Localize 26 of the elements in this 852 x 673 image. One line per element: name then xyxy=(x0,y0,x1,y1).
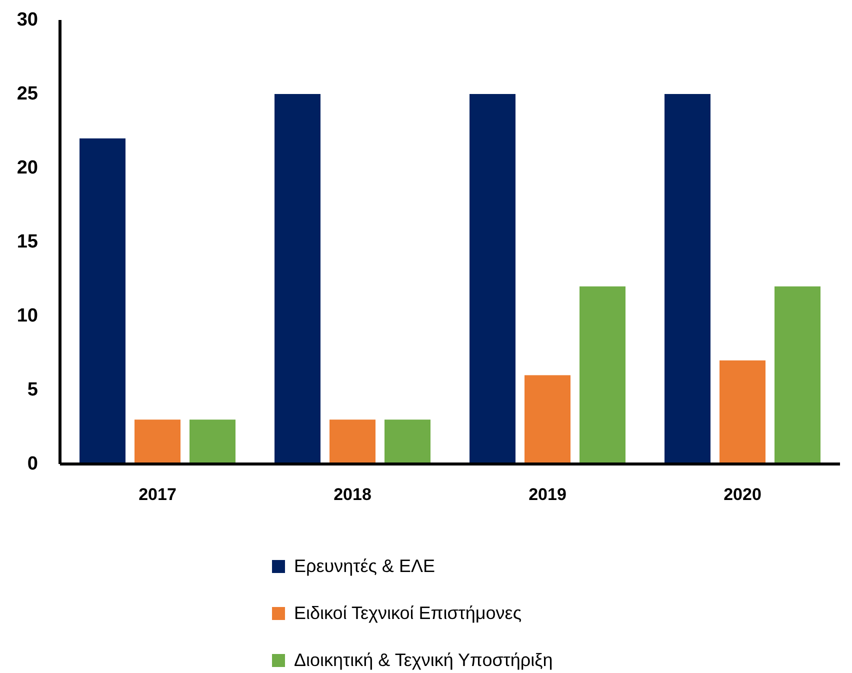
bar xyxy=(80,138,126,464)
bar xyxy=(274,94,320,464)
legend-label: Διοικητική & Τεχνική Υποστήριξη xyxy=(294,650,553,670)
x-tick-label: 2020 xyxy=(724,485,762,504)
legend-label: Ειδικοί Τεχνικοί Επιστήμονες xyxy=(294,603,522,623)
bar xyxy=(470,94,516,464)
x-tick-label: 2018 xyxy=(334,485,372,504)
bar xyxy=(330,420,376,464)
x-tick-label: 2017 xyxy=(138,485,176,504)
bar xyxy=(190,420,236,464)
y-tick-label: 15 xyxy=(16,232,38,252)
y-tick-label: 5 xyxy=(27,380,38,400)
bar xyxy=(134,420,180,464)
y-tick-label: 30 xyxy=(16,10,38,30)
legend-label: Ερευνητές & ΕΛΕ xyxy=(294,556,435,576)
y-tick-label: 0 xyxy=(27,454,38,474)
x-tick-label: 2019 xyxy=(528,485,566,504)
bar xyxy=(720,360,766,464)
bar xyxy=(524,375,570,464)
bar xyxy=(774,286,820,464)
bar xyxy=(580,286,626,464)
bar xyxy=(384,420,430,464)
y-tick-label: 10 xyxy=(16,306,38,326)
bar xyxy=(664,94,710,464)
y-tick-label: 20 xyxy=(16,158,38,178)
y-tick-label: 25 xyxy=(16,84,38,104)
